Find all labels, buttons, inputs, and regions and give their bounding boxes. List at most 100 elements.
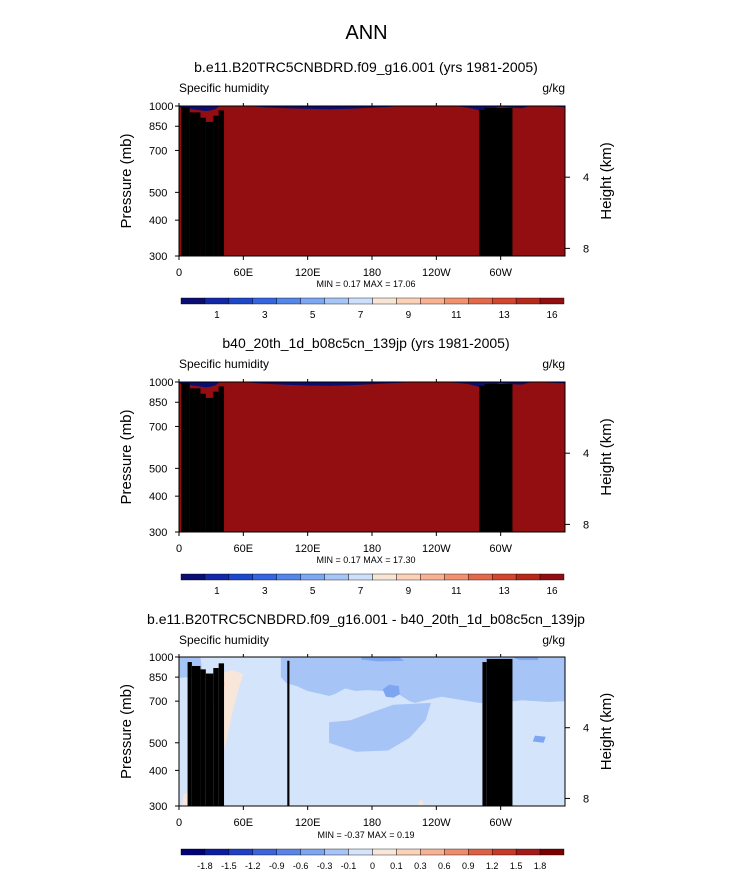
pressure-tick-label: 500 (149, 463, 167, 475)
colorbar-box (396, 573, 421, 581)
longitude-tick-label: 0 (176, 817, 182, 829)
colorbar-label: 0.6 (438, 861, 451, 871)
chart-panel-3 (175, 654, 570, 856)
colorbar-box (252, 297, 277, 305)
colorbar-box (180, 848, 206, 856)
pressure-tick-label: 500 (149, 187, 167, 199)
colorbar-label: 16 (546, 586, 558, 597)
colorbar-box (276, 573, 301, 581)
longitude-tick-label: 60E (234, 543, 254, 555)
terrain-mask-7 (287, 660, 290, 806)
colorbar-box (491, 573, 517, 581)
terrain-mask-5 (213, 667, 219, 806)
colorbar-label: 13 (499, 310, 511, 321)
colorbar-label: 7 (358, 310, 364, 321)
colorbar-label: -1.8 (197, 861, 213, 871)
plot-area (179, 382, 565, 532)
terrain-mask-1 (187, 662, 192, 806)
colorbar-box (204, 573, 230, 581)
colorbar-label: -1.5 (221, 861, 237, 871)
colorbar-box (468, 848, 493, 856)
colorbar-label: 0.3 (414, 861, 427, 871)
colorbar-label: -0.9 (269, 861, 285, 871)
colorbar-label: -1.2 (245, 861, 261, 871)
panel-units-label: g/kg (542, 357, 565, 371)
difference-region-6 (511, 657, 539, 661)
pressure-tick-label: 1000 (149, 101, 173, 113)
chart-panel-2 (175, 379, 570, 581)
terrain-mask-6 (218, 110, 225, 256)
colorbar-box (180, 573, 206, 581)
panel-title: b.e11.B20TRC5CNBDRD.f09_g16.001 (yrs 198… (194, 59, 538, 75)
height-tick-label: 4 (583, 172, 589, 184)
terrain-mask-5 (213, 391, 219, 532)
colorbar-label: -0.6 (293, 861, 309, 871)
terrain-mask-5 (213, 115, 219, 256)
colorbar-box (515, 297, 541, 305)
colorbar-box (539, 848, 565, 856)
contour-band-15 (179, 106, 565, 256)
longitude-tick-label: 180 (363, 543, 381, 555)
pressure-tick-label: 400 (149, 765, 167, 777)
terrain-mask-3 (200, 117, 206, 256)
colorbar-box (276, 297, 301, 305)
colorbar-box (324, 848, 349, 856)
terrain-mask-9 (486, 658, 513, 806)
pressure-tick-label: 700 (149, 145, 167, 157)
colorbar-box (420, 573, 445, 581)
colorbar-box (204, 297, 230, 305)
panel-left-label: Specific humidity (179, 633, 269, 647)
colorbar-label: 11 (451, 310, 462, 321)
terrain-mask-6 (218, 663, 225, 806)
height-tick-label: 8 (583, 519, 589, 531)
longitude-tick-label: 120E (295, 267, 321, 279)
colorbar-box (539, 297, 565, 305)
colorbar-label: 1 (214, 586, 220, 597)
colorbar-label: -0.1 (341, 861, 357, 871)
difference-region-4 (382, 684, 400, 698)
longitude-tick-label: 0 (176, 267, 182, 279)
longitude-tick-label: 180 (363, 267, 381, 279)
terrain-mask-2 (189, 388, 201, 532)
colorbar-box (276, 848, 301, 856)
colorbar-box (348, 848, 373, 856)
colorbar-label: 3 (262, 586, 268, 597)
pressure-tick-label: 400 (149, 215, 167, 227)
colorbar-box (252, 573, 277, 581)
colorbar-label: 0 (370, 861, 375, 871)
colorbar-box (491, 297, 517, 305)
colorbar-box (539, 573, 565, 581)
y-axis-label: Pressure (mb) (118, 409, 135, 504)
pressure-tick-label: 850 (149, 672, 167, 684)
colorbar-box (372, 848, 397, 856)
terrain-mask-2 (189, 112, 201, 256)
colorbar-label: 5 (310, 310, 316, 321)
min-max-stats: MIN = 0.17 MAX = 17.30 (316, 555, 415, 565)
colorbar-box (491, 848, 517, 856)
plot-area (179, 106, 565, 256)
terrain-mask-3 (200, 393, 206, 532)
difference-region-5 (361, 657, 405, 662)
panel-title: b.e11.B20TRC5CNBDRD.f09_g16.001 - b40_20… (147, 611, 585, 627)
colorbar-box (252, 848, 277, 856)
terrain-mask-1 (181, 107, 190, 256)
panel-units-label: g/kg (542, 633, 565, 647)
y-axis-label: Pressure (mb) (118, 133, 135, 228)
longitude-tick-label: 60W (489, 817, 512, 829)
terrain-mask-4 (205, 121, 214, 256)
colorbar-box (444, 848, 469, 856)
terrain-mask-2 (191, 665, 201, 806)
longitude-tick-label: 60E (234, 817, 254, 829)
y-axis-right-label: Height (km) (598, 142, 615, 220)
y-axis-right-label: Height (km) (598, 418, 615, 496)
colorbar-box (372, 297, 397, 305)
colorbar-box (420, 848, 445, 856)
min-max-stats: MIN = 0.17 MAX = 17.06 (316, 279, 415, 289)
pressure-tick-label: 300 (149, 527, 167, 539)
height-tick-label: 8 (583, 243, 589, 255)
chart-panel-1 (175, 103, 570, 305)
pressure-tick-label: 400 (149, 491, 167, 503)
colorbar-label: 9 (406, 586, 412, 597)
pressure-tick-label: 300 (149, 801, 167, 813)
